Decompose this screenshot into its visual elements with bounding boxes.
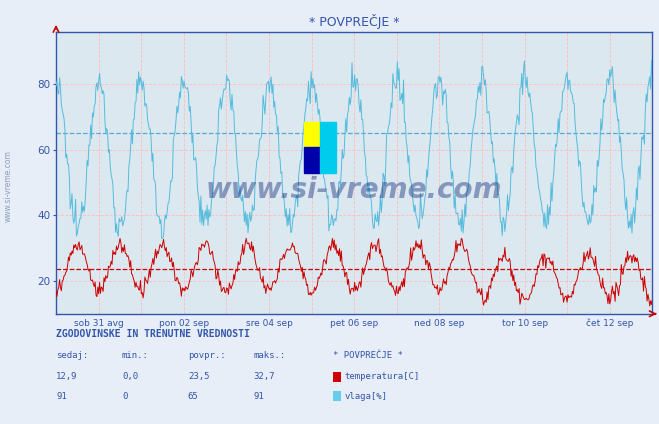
Bar (320, 148, 336, 173)
Text: 12,9: 12,9 (56, 372, 78, 382)
Text: ned 08 sep: ned 08 sep (415, 319, 465, 328)
Text: min.:: min.: (122, 351, 149, 360)
Text: čet 12 sep: čet 12 sep (586, 319, 633, 328)
Text: 91: 91 (56, 391, 67, 401)
Text: sob 31 avg: sob 31 avg (74, 319, 123, 328)
Text: 0,0: 0,0 (122, 372, 138, 382)
Text: sre 04 sep: sre 04 sep (246, 319, 293, 328)
Bar (304, 148, 320, 173)
Text: pet 06 sep: pet 06 sep (330, 319, 378, 328)
Title: * POVPREČJE *: * POVPREČJE * (309, 14, 399, 29)
Text: povpr.:: povpr.: (188, 351, 225, 360)
Text: pon 02 sep: pon 02 sep (159, 319, 209, 328)
Text: sedaj:: sedaj: (56, 351, 88, 360)
Text: temperatura[C]: temperatura[C] (345, 372, 420, 382)
Text: ZGODOVINSKE IN TRENUTNE VREDNOSTI: ZGODOVINSKE IN TRENUTNE VREDNOSTI (56, 329, 250, 339)
Text: vlaga[%]: vlaga[%] (345, 391, 387, 401)
Text: 32,7: 32,7 (254, 372, 275, 382)
Bar (304, 122, 320, 148)
Text: www.si-vreme.com: www.si-vreme.com (3, 151, 13, 223)
Text: * POVPREČJE *: * POVPREČJE * (333, 351, 403, 360)
Text: 65: 65 (188, 391, 198, 401)
Text: www.si-vreme.com: www.si-vreme.com (206, 176, 502, 204)
Text: 0: 0 (122, 391, 127, 401)
Text: maks.:: maks.: (254, 351, 286, 360)
Text: 91: 91 (254, 391, 264, 401)
Text: tor 10 sep: tor 10 sep (501, 319, 548, 328)
Text: 23,5: 23,5 (188, 372, 210, 382)
Bar (320, 122, 336, 148)
